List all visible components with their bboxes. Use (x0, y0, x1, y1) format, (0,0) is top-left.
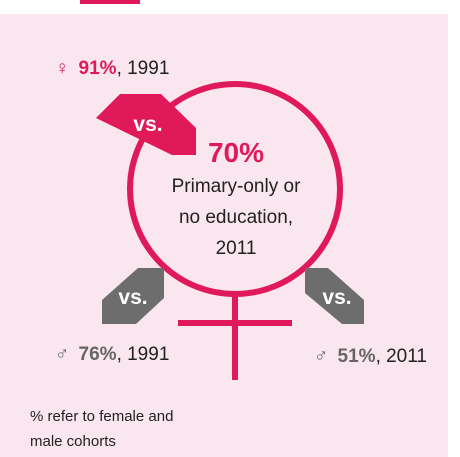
footnote-line2: male cohorts (30, 433, 116, 450)
female-percent: 91% (78, 58, 117, 79)
vs-label-right: vs. (322, 286, 351, 309)
center-caption-line2: no education, (178, 207, 294, 228)
vs-label-left: vs. (118, 286, 147, 309)
male-left-year: , 1991 (116, 344, 170, 365)
footnote-line1: % refer to female and (30, 408, 174, 425)
male-right-year: , 2011 (375, 346, 427, 367)
male-right-label: ♂ 51%, 2011 (314, 346, 427, 368)
male-right-symbol-icon: ♂ (314, 346, 329, 367)
vs-badge-right (305, 268, 364, 324)
vs-badge-left (102, 268, 164, 324)
female-year: , 1991 (116, 58, 170, 79)
male-left-label: ♂ 76%, 1991 (55, 344, 169, 366)
vs-badge-top (96, 94, 196, 155)
vs-label-top: vs. (133, 113, 162, 136)
male-left-symbol-icon: ♂ (55, 344, 70, 365)
center-caption-line1: Primary-only or (171, 176, 301, 197)
infographic-panel (0, 14, 448, 457)
top-accent-strip (80, 0, 140, 4)
female-label: ♀ 91%, 1991 (55, 58, 169, 80)
center-percent: 70% (207, 137, 265, 168)
center-caption-line3: 2011 (215, 238, 257, 259)
footnote: % refer to female and male cohorts (30, 404, 173, 454)
male-left-percent: 76% (78, 344, 117, 365)
male-right-percent: 51% (337, 346, 376, 367)
center-text: 70% Primary-only or no education, 2011 (155, 135, 317, 264)
female-symbol-icon: ♀ (55, 58, 70, 79)
